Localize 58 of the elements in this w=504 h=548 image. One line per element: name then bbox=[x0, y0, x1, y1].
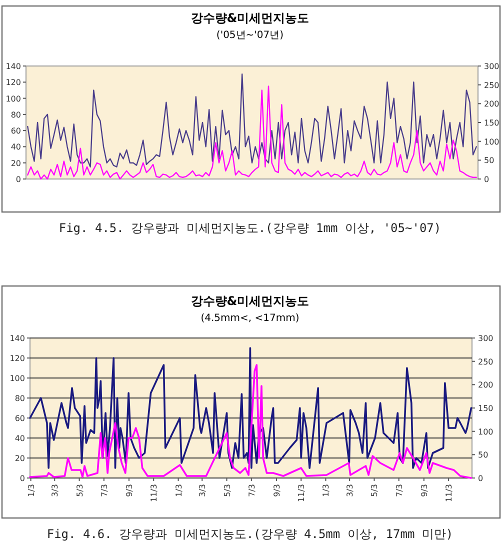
y-tick-label: 60 bbox=[14, 414, 25, 423]
x-tick-label: 9/3 bbox=[272, 484, 282, 497]
x-tick-label: 11/3 bbox=[150, 484, 159, 502]
caption: Fig. 4.6. 강우량과 미세먼지농도.(강우량 4.5mm 이상, 17mm 미만) bbox=[46, 527, 454, 541]
x-tick-label: 11/3 bbox=[444, 484, 454, 502]
y2-tick-label: 200 bbox=[484, 100, 500, 109]
y2-tick-label: 100 bbox=[484, 137, 500, 146]
y2-tick-label: 250 bbox=[484, 80, 500, 90]
y-tick-label: 60 bbox=[10, 126, 21, 136]
y2-tick-label: 250 bbox=[478, 357, 494, 366]
y-tick-label: 0 bbox=[16, 175, 21, 184]
x-tick-label: 1/3 bbox=[322, 484, 331, 497]
y-tick-label: 0 bbox=[20, 474, 25, 483]
y-tick-label: 140 bbox=[6, 62, 21, 71]
y-tick-label: 40 bbox=[14, 434, 25, 443]
line-series bbox=[27, 86, 477, 180]
y-tick-label: 140 bbox=[10, 334, 25, 343]
x-tick-label: 7/3 bbox=[247, 484, 256, 497]
y-tick-label: 80 bbox=[14, 394, 25, 403]
x-tick-label: 3/3 bbox=[346, 484, 355, 497]
y-tick-label: 100 bbox=[6, 94, 21, 104]
chart-title: 강수량&미세먼지농도 bbox=[190, 11, 310, 25]
line-series bbox=[27, 73, 477, 168]
x-tick-label: 1/3 bbox=[174, 484, 184, 497]
y2-tick-label: 150 bbox=[484, 118, 500, 128]
x-tick-label: 5/3 bbox=[222, 484, 232, 497]
y2-tick-label: 300 bbox=[478, 334, 494, 343]
y-tick-label: 20 bbox=[10, 158, 21, 168]
y2-tick-label: 100 bbox=[478, 427, 494, 436]
caption: Fig. 4.5. 강우량과 미세먼지농도.(강우량 1mm 이상, '05~'07) bbox=[58, 221, 442, 235]
y2-tick-label: 50 bbox=[484, 156, 494, 166]
x-tick-label: 5/3 bbox=[75, 484, 84, 497]
y-tick-label: 100 bbox=[10, 374, 25, 383]
chart-subtitle: (4.5mm<, <17mm) bbox=[200, 313, 300, 324]
y-tick-label: 120 bbox=[10, 354, 25, 363]
y-tick-label: 120 bbox=[6, 78, 21, 88]
y2-tick-label: 150 bbox=[478, 404, 494, 413]
y2-tick-label: 50 bbox=[478, 450, 488, 460]
x-tick-label: 7/3 bbox=[100, 484, 109, 497]
line-series bbox=[29, 347, 472, 469]
line-series bbox=[29, 364, 472, 479]
y2-tick-label: 0 bbox=[484, 175, 490, 184]
x-tick-label: 5/3 bbox=[370, 484, 380, 497]
x-tick-label: 3/3 bbox=[198, 484, 208, 497]
chart-subtitle: ('05년~'07년) bbox=[216, 30, 284, 41]
y2-tick-label: 0 bbox=[478, 474, 484, 483]
x-tick-label: 9/3 bbox=[124, 484, 134, 497]
x-tick-label: 1/3 bbox=[26, 484, 36, 497]
chart-title: 강수량&미세먼지농도 bbox=[190, 294, 310, 308]
x-tick-label: 9/3 bbox=[420, 484, 429, 497]
y2-tick-label: 200 bbox=[478, 380, 494, 390]
x-tick-label: 7/3 bbox=[394, 484, 404, 497]
x-tick-label: 3/3 bbox=[50, 484, 60, 497]
y-tick-label: 20 bbox=[14, 454, 25, 463]
y-tick-label: 40 bbox=[10, 142, 21, 152]
y2-tick-label: 300 bbox=[484, 62, 500, 71]
x-tick-label: 11/3 bbox=[297, 484, 306, 502]
y-tick-label: 80 bbox=[10, 110, 21, 120]
